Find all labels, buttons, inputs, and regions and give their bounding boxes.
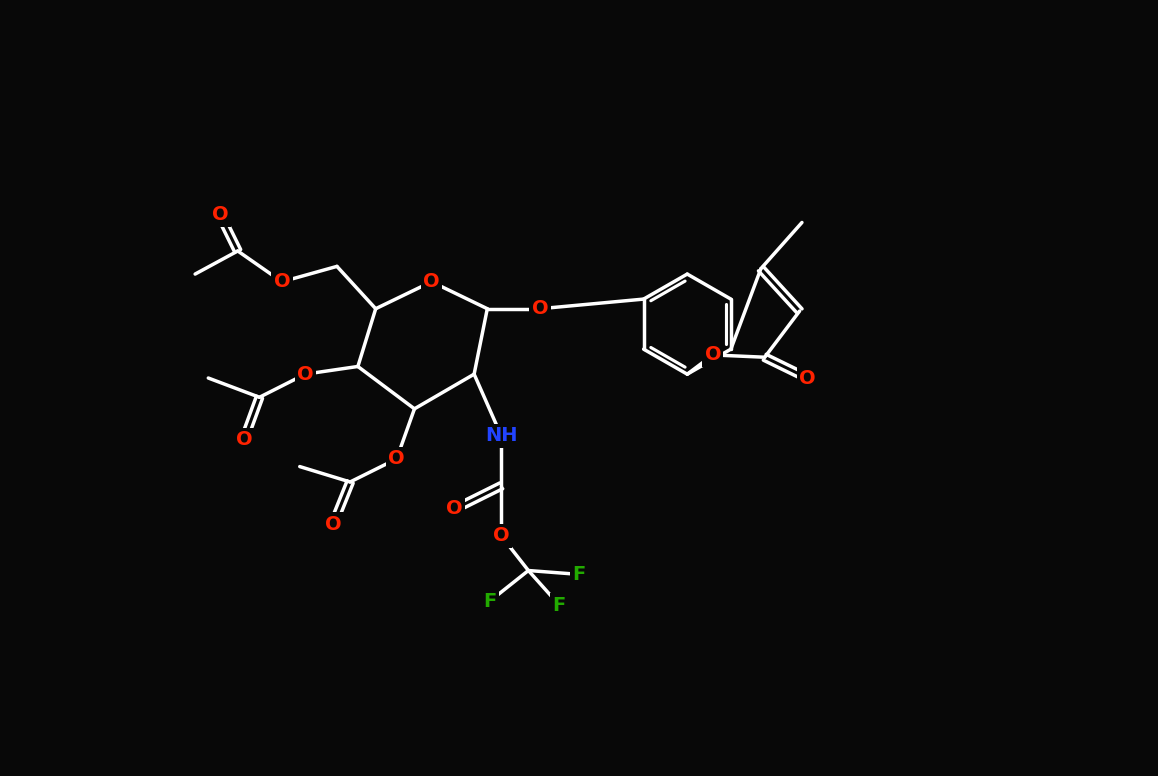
Text: O: O — [493, 526, 510, 546]
Text: O: O — [799, 369, 815, 387]
Text: O: O — [324, 514, 342, 534]
Text: O: O — [296, 365, 314, 383]
Text: O: O — [273, 272, 291, 291]
Text: NH: NH — [485, 426, 518, 445]
Text: O: O — [235, 430, 252, 449]
Text: F: F — [483, 592, 497, 611]
Text: O: O — [704, 345, 721, 365]
Text: O: O — [423, 272, 440, 291]
Text: O: O — [212, 206, 228, 224]
Text: O: O — [447, 500, 463, 518]
Text: F: F — [572, 565, 586, 584]
Text: O: O — [388, 449, 405, 469]
Text: O: O — [532, 300, 548, 318]
Text: F: F — [552, 596, 566, 615]
